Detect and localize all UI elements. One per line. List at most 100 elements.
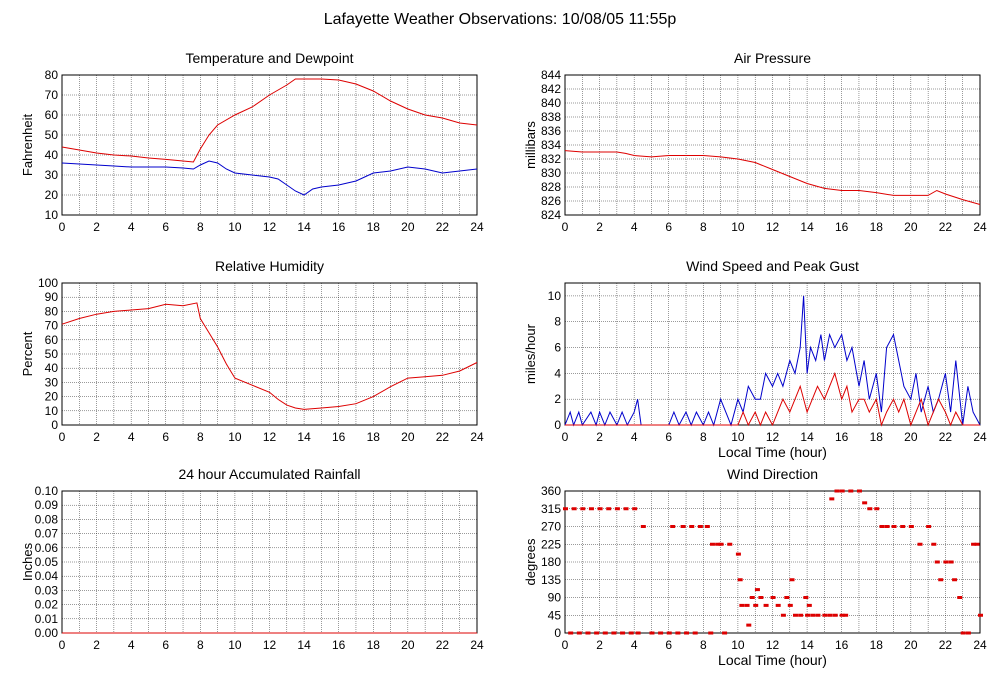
wind-xtick-label: 6: [665, 430, 672, 444]
temp-series-0-line: [61, 78, 478, 163]
direction-point: [758, 596, 764, 599]
direction-xlabel: Local Time (hour): [718, 652, 827, 668]
direction-point: [563, 507, 568, 511]
humidity-ytick-label: 70: [45, 319, 59, 333]
direction-point: [588, 507, 594, 511]
humidity-ytick-label: 50: [45, 347, 59, 361]
direction-point: [692, 631, 698, 635]
wind-title: Wind Speed and Peak Gust: [686, 258, 859, 274]
direction-point: [827, 613, 833, 617]
direction-point: [879, 525, 885, 528]
wind-xtick-label: 18: [870, 430, 884, 444]
rain-xtick-label: 0: [59, 638, 66, 652]
rain-title: 24 hour Accumulated Rainfall: [178, 466, 360, 482]
direction-point: [744, 603, 750, 607]
direction-point: [763, 603, 769, 607]
direction-point: [917, 542, 923, 546]
pressure-ytick-label: 828: [541, 180, 561, 194]
humidity-ytick-label: 40: [45, 361, 59, 375]
rain-ytick-label: 0.07: [35, 527, 59, 541]
rain-ytick-label: 0.06: [35, 541, 59, 555]
wind-xtick-label: 14: [800, 430, 814, 444]
direction-ytick-label: 90: [548, 591, 562, 605]
direction-point: [675, 631, 681, 635]
direction-point: [803, 596, 809, 599]
humidity-xtick-label: 24: [470, 430, 484, 444]
direction-ytick-label: 0: [554, 626, 561, 640]
direction-point: [834, 489, 840, 493]
temp-xtick-label: 2: [93, 220, 100, 234]
wind-series-1-line: [565, 371, 980, 427]
pressure-ytick-label: 838: [541, 110, 561, 124]
direction-point: [900, 525, 906, 528]
direction-xtick-label: 10: [731, 638, 745, 652]
direction-ytick-label: 360: [541, 484, 561, 498]
direction-point: [614, 507, 620, 511]
temp-title: Temperature and Dewpoint: [185, 50, 353, 66]
temp-ytick-label: 80: [45, 68, 59, 82]
direction-point: [798, 613, 804, 617]
direction-point: [891, 525, 897, 528]
temp-series-1-line: [61, 160, 478, 196]
direction-point: [576, 631, 582, 635]
direction-xtick-label: 12: [766, 638, 780, 652]
humidity-title: Relative Humidity: [215, 258, 324, 274]
direction-point: [822, 613, 828, 617]
pressure-ytick-label: 826: [541, 194, 561, 208]
humidity-ylabel: Percent: [20, 331, 35, 376]
direction-point: [709, 542, 715, 546]
humidity-xtick-label: 18: [367, 430, 381, 444]
rain-ytick-label: 0.00: [35, 626, 59, 640]
direction-point: [722, 631, 728, 635]
pressure-ytick-label: 830: [541, 166, 561, 180]
direction-point: [571, 507, 577, 511]
temp-xtick-label: 24: [470, 220, 484, 234]
humidity-xtick-label: 4: [128, 430, 135, 444]
rain-ytick-label: 0.01: [35, 612, 59, 626]
rain-xtick-label: 16: [332, 638, 346, 652]
humidity-ytick-label: 60: [45, 333, 59, 347]
direction-point: [874, 507, 880, 511]
direction-point: [658, 631, 664, 635]
pressure-xtick-label: 8: [700, 220, 707, 234]
humidity-ytick-label: 80: [45, 304, 59, 318]
direction-point: [754, 588, 760, 592]
direction-point: [715, 542, 721, 546]
pressure-ytick-label: 834: [541, 138, 561, 152]
humidity-ytick-label: 90: [45, 290, 59, 304]
rain-ylabel: Inches: [20, 542, 35, 581]
direction-xtick-label: 0: [562, 638, 569, 652]
direction-point: [938, 578, 944, 582]
wind-xtick-label: 22: [939, 430, 953, 444]
rain-ytick-label: 0.08: [35, 512, 59, 526]
rain-xtick-label: 2: [93, 638, 100, 652]
wind-xlabel: Local Time (hour): [718, 444, 827, 460]
pressure-xtick-label: 4: [631, 220, 638, 234]
pressure-xtick-label: 16: [835, 220, 849, 234]
rain-ytick-label: 0.02: [35, 598, 59, 612]
direction-xtick-label: 18: [870, 638, 884, 652]
temp-xtick-label: 8: [197, 220, 204, 234]
temp-xtick-label: 6: [162, 220, 169, 234]
pressure-xtick-label: 6: [665, 220, 672, 234]
direction-point: [594, 631, 600, 635]
direction-point: [649, 631, 655, 635]
temp-ytick-label: 70: [45, 88, 59, 102]
direction-xtick-label: 14: [800, 638, 814, 652]
pressure-plot-frame: [564, 74, 981, 216]
temp-plot-frame: [61, 74, 478, 216]
humidity-xtick-label: 20: [401, 430, 415, 444]
wind-xtick-label: 4: [631, 430, 638, 444]
wind-xtick-label: 2: [596, 430, 603, 444]
pressure-xtick-label: 12: [766, 220, 780, 234]
humidity-ytick-label: 10: [45, 404, 59, 418]
direction-point: [829, 497, 835, 501]
rain-xtick-label: 12: [263, 638, 277, 652]
temp-ytick-label: 40: [45, 148, 59, 162]
direction-xtick-label: 20: [904, 638, 918, 652]
wind-ytick-label: 10: [548, 289, 562, 303]
pressure-ytick-label: 844: [541, 68, 561, 82]
